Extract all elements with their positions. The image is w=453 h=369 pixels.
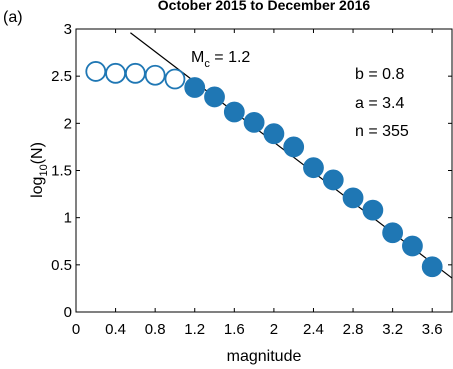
- plot-area: 0 0.4 0.8 1.2 1.6 2 2.4 2.8 3.2 3.6 0 0.5 1 1.5 2 2.5 3: [51, 21, 453, 338]
- data-point-open: [105, 62, 126, 84]
- x-tick-label: 2.4: [303, 321, 324, 338]
- n-value-annotation: n = 355: [355, 123, 409, 140]
- x-tick-label: 2.8: [343, 321, 364, 338]
- data-point-filled: [402, 235, 423, 257]
- y-axis-label-base: log: [29, 177, 46, 198]
- data-point-open: [85, 61, 107, 82]
- data-point-filled: [263, 123, 285, 145]
- mc-annotation-sub: c: [204, 58, 210, 70]
- data-points: [85, 61, 443, 278]
- x-tick-label: 0.8: [145, 321, 166, 338]
- y-axis-label: log10(N): [29, 142, 50, 198]
- b-value-annotation: b = 0.8: [355, 66, 404, 83]
- data-point-filled: [283, 136, 305, 158]
- mc-annotation-base: M: [191, 49, 204, 66]
- y-axis-label-rest: (N): [29, 142, 46, 164]
- a-value-annotation: a = 3.4: [355, 95, 404, 112]
- x-tick-label: 1.2: [184, 321, 205, 338]
- x-tick-label: 2: [270, 321, 278, 338]
- x-tick-label: 0: [72, 321, 80, 338]
- data-point-filled: [322, 169, 344, 191]
- x-tick-label: 3.2: [382, 321, 403, 338]
- x-axis: 0 0.4 0.8 1.2 1.6 2 2.4 2.8 3.2 3.6: [72, 29, 443, 338]
- data-point-filled: [382, 222, 404, 244]
- chart-title: October 2015 to December 2016: [158, 0, 371, 13]
- y-tick-label: 0.5: [51, 257, 72, 274]
- x-tick-label: 0.4: [105, 321, 126, 338]
- data-point-filled: [362, 199, 384, 221]
- data-point-filled: [204, 86, 225, 108]
- y-axis: 0 0.5 1 1.5 2 2.5 3: [51, 21, 452, 321]
- y-tick-label: 1: [64, 210, 72, 227]
- data-point-filled: [184, 77, 206, 98]
- data-point-open: [124, 62, 146, 84]
- data-point-filled: [223, 101, 245, 123]
- x-axis-label: magnitude: [227, 348, 302, 365]
- y-tick-label: 2.5: [51, 68, 72, 85]
- panel-label: (a): [3, 9, 23, 26]
- data-point-open: [144, 64, 166, 86]
- y-tick-label: 3: [64, 21, 72, 38]
- x-tick-label: 3.6: [422, 321, 443, 338]
- data-point-filled: [243, 111, 265, 133]
- y-tick-label: 0: [64, 304, 72, 321]
- mc-annotation-rest: = 1.2: [210, 49, 251, 66]
- y-tick-label: 1.5: [51, 163, 72, 180]
- y-tick-label: 2: [64, 115, 72, 132]
- x-tick-label: 1.6: [224, 321, 245, 338]
- y-axis-label-sub: 10: [38, 164, 50, 176]
- data-point-filled: [303, 157, 324, 179]
- data-point-filled: [421, 256, 443, 278]
- mc-annotation: Mc = 1.2: [191, 49, 250, 70]
- data-point-open: [164, 68, 186, 90]
- data-point-filled: [342, 187, 364, 209]
